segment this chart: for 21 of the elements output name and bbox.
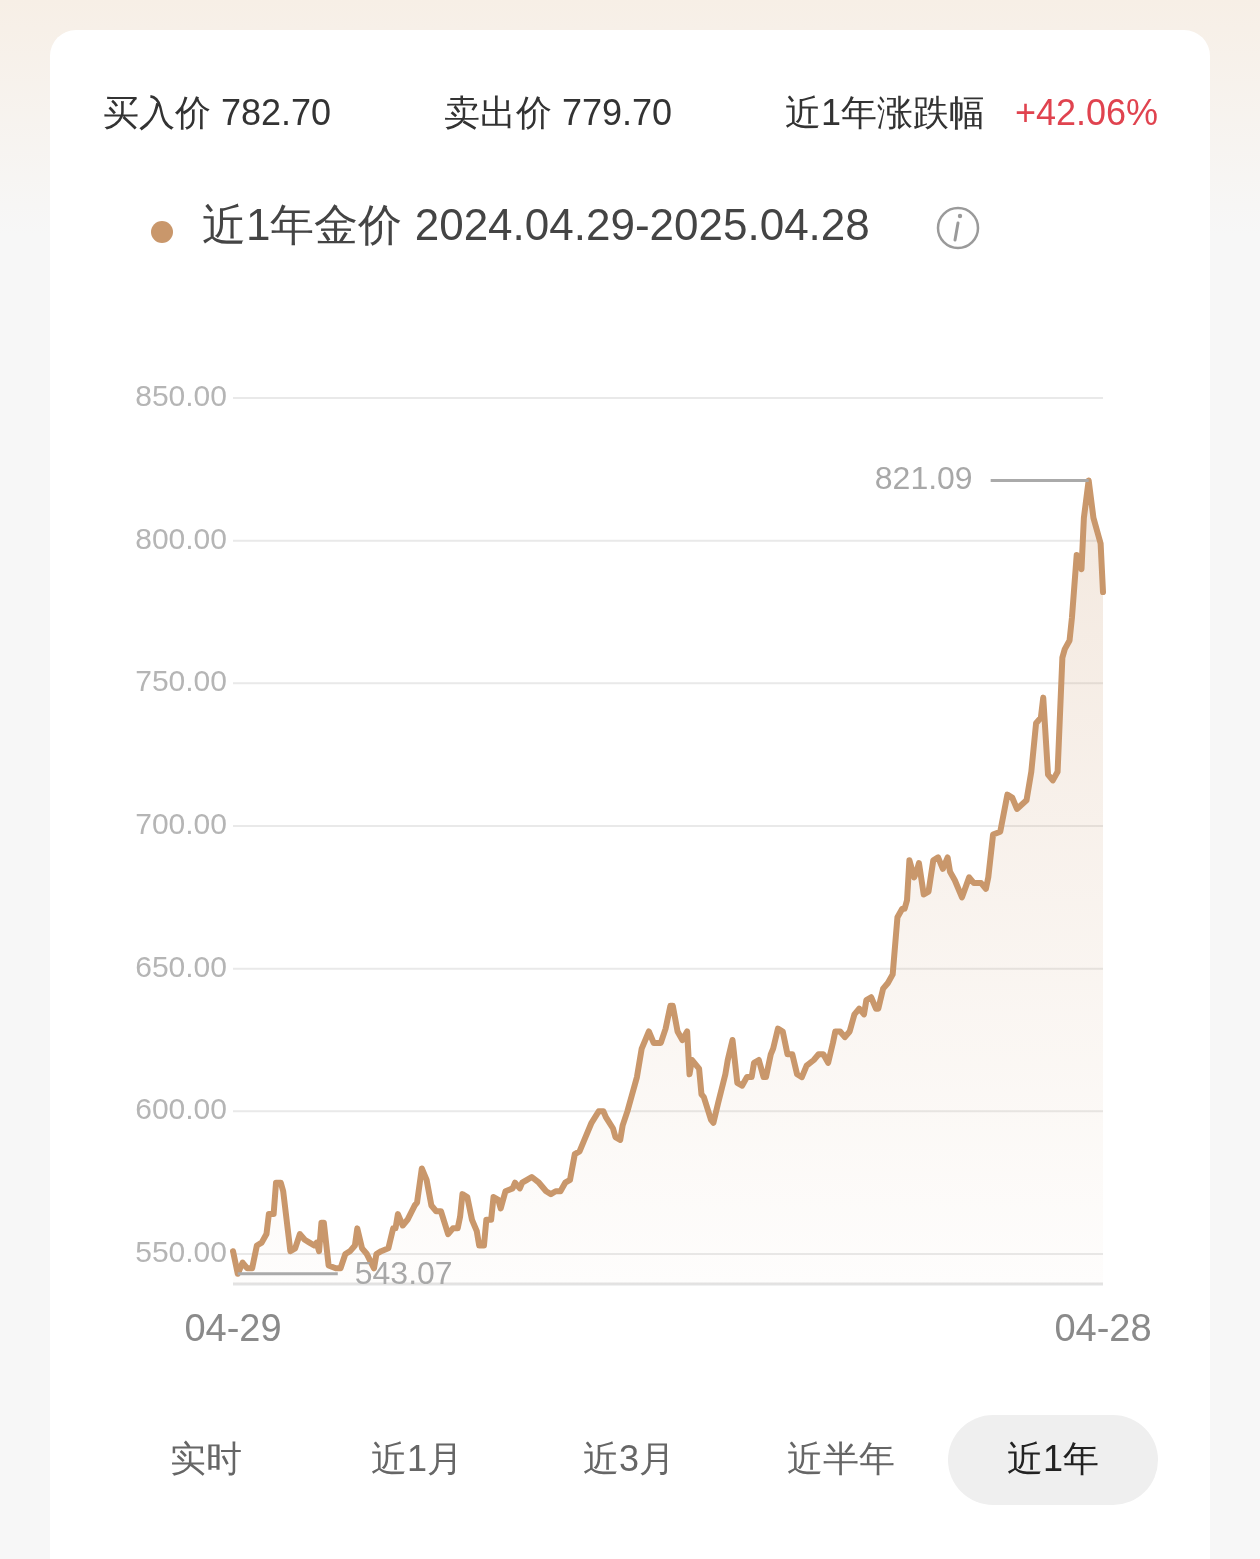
y-tick-label: 850.00: [135, 378, 227, 412]
y-tick-label: 750.00: [135, 664, 227, 698]
annotation: 821.09: [874, 459, 973, 496]
text: 买入价 782.70: [103, 91, 332, 133]
text: 近半年: [787, 1437, 895, 1479]
text: 近1年涨跌幅: [785, 91, 986, 133]
y-tick-label: 650.00: [135, 949, 227, 983]
text: 近3月: [582, 1437, 676, 1479]
text: +42.06%: [1014, 91, 1158, 133]
text: 近1月: [370, 1437, 464, 1479]
text: 卖出价 779.70: [444, 91, 673, 133]
legend: 近1年金价 2024.04.29-2025.04.28: [151, 199, 870, 249]
y-tick-label: 800.00: [135, 521, 227, 555]
y-tick-label: 550.00: [135, 1234, 227, 1268]
x-tick-label: 04-29: [184, 1307, 282, 1350]
y-tick-label: 700.00: [135, 806, 227, 840]
text: 近1年: [1006, 1437, 1100, 1479]
text: 实时: [170, 1437, 242, 1479]
annotation: 543.07: [354, 1255, 453, 1292]
x-tick-label: 04-28: [1054, 1307, 1152, 1350]
y-tick-label: 600.00: [135, 1092, 227, 1126]
